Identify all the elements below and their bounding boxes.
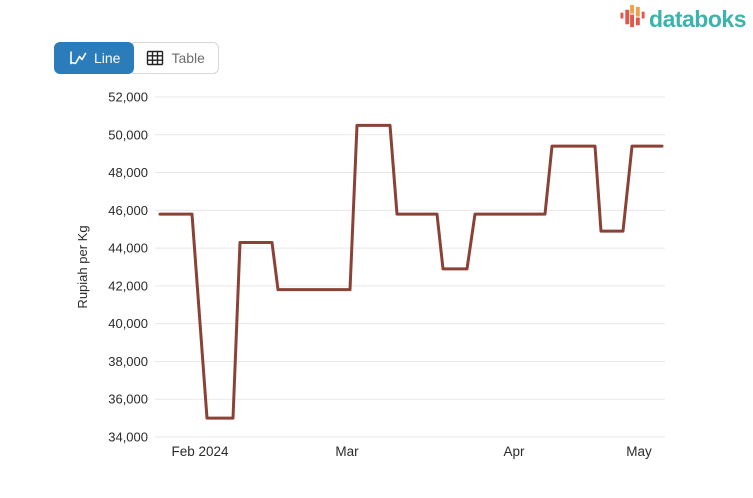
y-axis-title: Rupiah per Kg bbox=[75, 225, 90, 308]
y-axis-tick-labels: 34,000 36,000 38,000 40,000 42,000 44,000 46,0… bbox=[108, 90, 148, 445]
y-tick-label: 48,000 bbox=[108, 165, 148, 180]
y-tick-label: 42,000 bbox=[108, 278, 148, 293]
y-tick-label: 52,000 bbox=[108, 90, 148, 105]
y-tick-label: 36,000 bbox=[108, 392, 148, 407]
view-toggle: Line Table bbox=[54, 42, 219, 74]
databoks-logo-text: databoks bbox=[649, 6, 746, 32]
y-tick-label: 38,000 bbox=[108, 354, 148, 369]
table-view-button[interactable]: Table bbox=[132, 42, 219, 74]
y-tick-label: 44,000 bbox=[108, 241, 148, 256]
databoks-logo[interactable]: databoks bbox=[620, 4, 746, 31]
y-tick-label: 40,000 bbox=[108, 316, 148, 331]
price-line-series[interactable] bbox=[158, 123, 664, 420]
line-view-label: Line bbox=[94, 50, 121, 66]
line-chart-icon bbox=[70, 51, 87, 65]
x-tick-label: Apr bbox=[503, 444, 525, 459]
y-tick-label: 34,000 bbox=[108, 430, 148, 445]
table-grid-icon bbox=[147, 50, 164, 66]
x-axis-tick-labels: Feb 2024 Mar Apr May bbox=[171, 444, 652, 459]
x-tick-label: Mar bbox=[335, 444, 359, 459]
x-tick-label: May bbox=[626, 444, 652, 459]
y-tick-label: 50,000 bbox=[108, 127, 148, 142]
databoks-logo-icon bbox=[620, 4, 645, 28]
gridlines bbox=[155, 96, 665, 438]
line-view-button[interactable]: Line bbox=[54, 42, 135, 74]
table-view-label: Table bbox=[171, 50, 205, 66]
y-tick-label: 46,000 bbox=[108, 203, 148, 218]
x-tick-label: Feb 2024 bbox=[171, 444, 229, 459]
